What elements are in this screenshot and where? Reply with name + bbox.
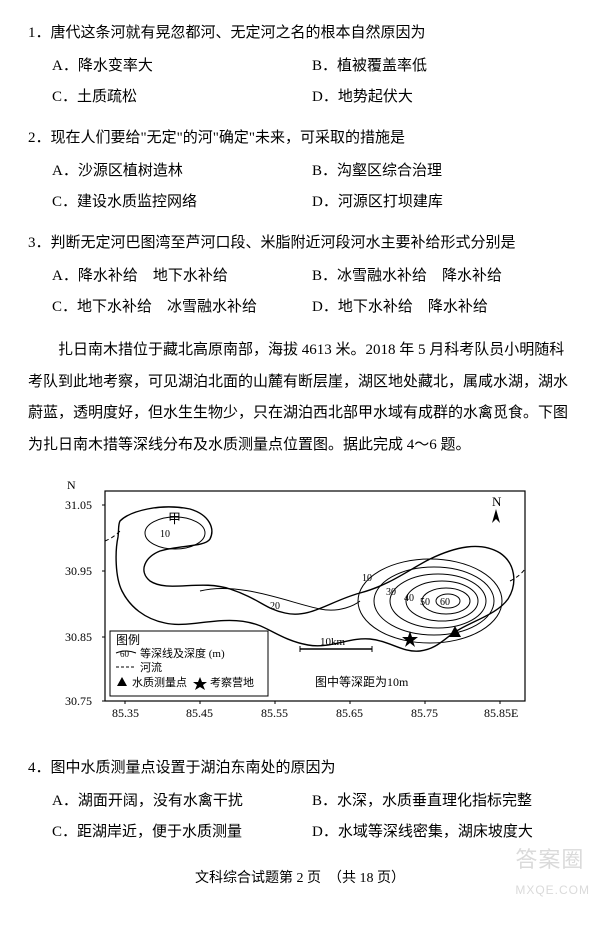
q4-stem: 4．图中水质测量点设置于湖泊东南处的原因为 bbox=[28, 755, 572, 782]
q4-opt-a: A．湖面开阔，没有水禽干扰 bbox=[52, 788, 312, 815]
q2-num: 2． bbox=[28, 130, 51, 146]
q3-num: 3． bbox=[28, 235, 51, 251]
q4-text: 图中水质测量点设置于湖泊东南处的原因为 bbox=[51, 760, 336, 776]
x-axis: 85.35 85.45 85.55 85.65 85.75 85.85E bbox=[112, 701, 518, 720]
scale-label: 10km bbox=[320, 636, 346, 648]
y-axis-label: N bbox=[67, 481, 76, 492]
legend-contour-text: 等深线及深度 (m) bbox=[140, 646, 225, 660]
q1-text: 唐代这条河就有晃忽都河、无定河之名的根本自然原因为 bbox=[51, 25, 426, 41]
legend: 图例 60 等深线及深度 (m) 河流 水质测量点 考察营地 bbox=[110, 631, 268, 696]
q1-opt-b: B．植被覆盖率低 bbox=[312, 53, 572, 80]
question-3: 3．判断无定河巴图湾至芦河口段、米脂附近河段河水主要补给形式分别是 A．降水补给… bbox=[28, 230, 572, 321]
q2-opt-d: D．河源区打坝建库 bbox=[312, 189, 572, 216]
map-svg: N 31.05 30.95 30.85 30.75 85.35 85.45 85… bbox=[60, 481, 540, 741]
depth-contours bbox=[145, 517, 502, 643]
svg-text:10: 10 bbox=[160, 529, 170, 540]
question-1: 1．唐代这条河就有晃忽都河、无定河之名的根本自然原因为 A．降水变率大 B．植被… bbox=[28, 20, 572, 111]
q1-opt-d: D．地势起伏大 bbox=[312, 84, 572, 111]
y-axis: N 31.05 30.95 30.85 30.75 bbox=[65, 481, 105, 708]
ytick-2: 30.85 bbox=[65, 630, 92, 644]
q2-opt-b: B．沟壑区综合治理 bbox=[312, 158, 572, 185]
xtick-3: 85.65 bbox=[336, 706, 363, 720]
legend-triangle-text: 水质测量点 bbox=[132, 676, 187, 689]
svg-text:30: 30 bbox=[386, 587, 396, 598]
passage: 扎日南木措位于藏北高原南部，海拔 4613 米。2018 年 5 月科考队员小明… bbox=[28, 335, 572, 461]
q3-opt-c: C．地下水补给 冰雪融水补给 bbox=[52, 294, 312, 321]
q4-opt-d: D．水域等深线密集，湖床坡度大 bbox=[312, 819, 572, 846]
xtick-0: 85.35 bbox=[112, 706, 139, 720]
q2-row2: C．建设水质监控网络 D．河源区打坝建库 bbox=[28, 189, 572, 216]
q1-opt-c: C．土质疏松 bbox=[52, 84, 312, 111]
q1-num: 1． bbox=[28, 25, 51, 41]
question-2: 2．现在人们要给"无定"的河"确定"未来，可采取的措施是 A．沙源区植树造林 B… bbox=[28, 125, 572, 216]
q2-opt-a: A．沙源区植树造林 bbox=[52, 158, 312, 185]
q2-text: 现在人们要给"无定"的河"确定"未来，可采取的措施是 bbox=[51, 130, 406, 146]
q4-opt-b: B．水深，水质垂直理化指标完整 bbox=[312, 788, 572, 815]
legend-title: 图例 bbox=[116, 633, 140, 647]
xtick-1: 85.45 bbox=[186, 706, 213, 720]
ytick-3: 30.75 bbox=[65, 694, 92, 708]
q1-row1: A．降水变率大 B．植被覆盖率低 bbox=[28, 53, 572, 80]
q1-row2: C．土质疏松 D．地势起伏大 bbox=[28, 84, 572, 111]
q3-stem: 3．判断无定河巴图湾至芦河口段、米脂附近河段河水主要补给形式分别是 bbox=[28, 230, 572, 257]
question-4: 4．图中水质测量点设置于湖泊东南处的原因为 A．湖面开阔，没有水禽干扰 B．水深… bbox=[28, 755, 572, 846]
svg-text:60: 60 bbox=[120, 649, 130, 659]
q3-opt-b: B．冰雪融水补给 降水补给 bbox=[312, 263, 572, 290]
north-label: N bbox=[492, 494, 502, 509]
ytick-1: 30.95 bbox=[65, 564, 92, 578]
xtick-2: 85.55 bbox=[261, 706, 288, 720]
svg-text:50: 50 bbox=[420, 597, 430, 608]
depth-map: N 31.05 30.95 30.85 30.75 85.35 85.45 85… bbox=[60, 481, 540, 741]
q4-opt-c: C．距湖岸近，便于水质测量 bbox=[52, 819, 312, 846]
q3-row2: C．地下水补给 冰雪融水补给 D．地下水补给 降水补给 bbox=[28, 294, 572, 321]
q2-stem: 2．现在人们要给"无定"的河"确定"未来，可采取的措施是 bbox=[28, 125, 572, 152]
legend-river-text: 河流 bbox=[140, 660, 162, 674]
q4-num: 4． bbox=[28, 760, 51, 776]
jia-label: 甲 bbox=[168, 511, 181, 526]
q4-row1: A．湖面开阔，没有水禽干扰 B．水深，水质垂直理化指标完整 bbox=[28, 788, 572, 815]
q4-row2: C．距湖岸近，便于水质测量 D．水域等深线密集，湖床坡度大 bbox=[28, 819, 572, 846]
q3-opt-d: D．地下水补给 降水补给 bbox=[312, 294, 572, 321]
q3-opt-a: A．降水补给 地下水补给 bbox=[52, 263, 312, 290]
q1-stem: 1．唐代这条河就有晃忽都河、无定河之名的根本自然原因为 bbox=[28, 20, 572, 47]
svg-text:20: 20 bbox=[270, 601, 280, 612]
q2-opt-c: C．建设水质监控网络 bbox=[52, 189, 312, 216]
svg-text:10: 10 bbox=[362, 573, 372, 584]
legend-star-text: 考察营地 bbox=[210, 675, 254, 689]
q3-text: 判断无定河巴图湾至芦河口段、米脂附近河段河水主要补给形式分别是 bbox=[51, 235, 516, 251]
q2-row1: A．沙源区植树造林 B．沟壑区综合治理 bbox=[28, 158, 572, 185]
north-arrow-icon: N bbox=[492, 494, 502, 523]
xtick-5: 85.85E bbox=[484, 706, 518, 720]
svg-text:60: 60 bbox=[440, 597, 450, 608]
q3-row1: A．降水补给 地下水补给 B．冰雪融水补给 降水补给 bbox=[28, 263, 572, 290]
map-note: 图中等深距为10m bbox=[315, 674, 409, 689]
page-footer: 文科综合试题第 2 页 （共 18 页） bbox=[28, 866, 572, 891]
q1-opt-a: A．降水变率大 bbox=[52, 53, 312, 80]
ytick-0: 31.05 bbox=[65, 498, 92, 512]
xtick-4: 85.75 bbox=[411, 706, 438, 720]
svg-text:40: 40 bbox=[404, 593, 414, 604]
